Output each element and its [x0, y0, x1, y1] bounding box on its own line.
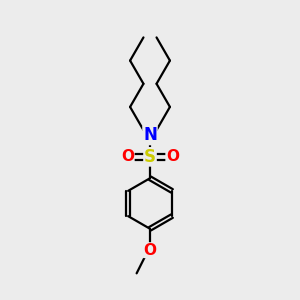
- Text: S: S: [144, 148, 156, 166]
- Text: O: O: [143, 243, 157, 258]
- Text: O: O: [121, 149, 134, 164]
- Text: N: N: [143, 126, 157, 144]
- Text: O: O: [166, 149, 179, 164]
